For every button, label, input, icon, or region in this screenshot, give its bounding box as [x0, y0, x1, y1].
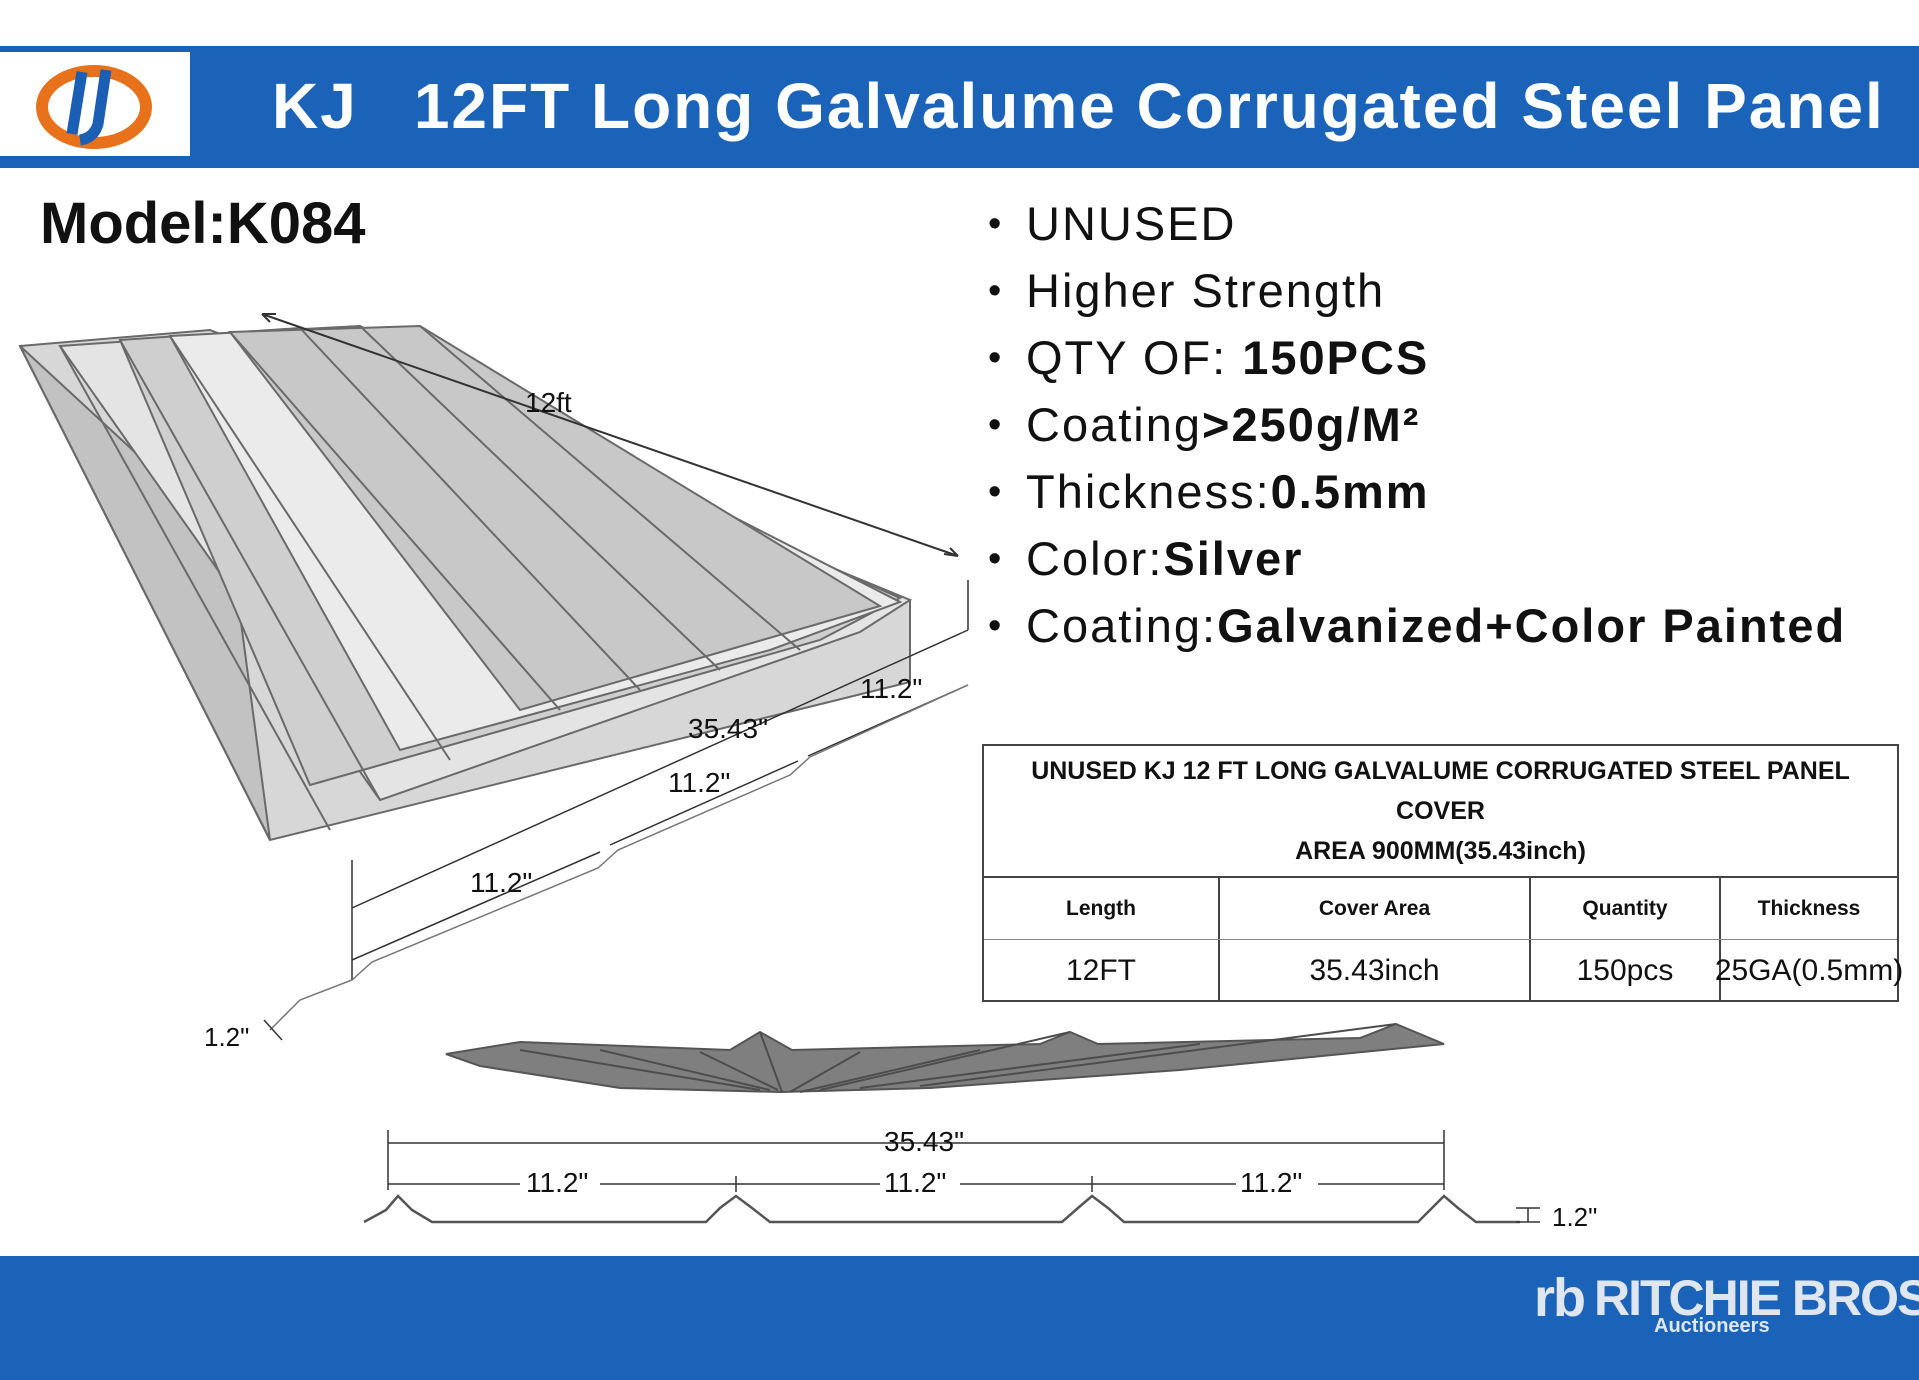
table-row: 12FT 35.43inch 150pcs 25GA(0.5mm): [984, 940, 1904, 1001]
feature-item: Coating>250g/M²: [988, 397, 1846, 464]
panel-3d-illustration: [18, 324, 913, 842]
footer-band: [0, 1256, 1919, 1380]
rib-spacing-label: 11.2": [1240, 1167, 1302, 1198]
feature-item: Higher Strength: [988, 263, 1846, 330]
model-number: Model:K084: [40, 191, 366, 256]
rib-spacing-label-3d: 11.2": [860, 673, 922, 704]
panel-drawing: 12ft 35.43" 11.2" 11.2" 11.2" 1.2": [18, 313, 1597, 1232]
rb-logo-subtitle: Auctioneers: [1654, 1315, 1770, 1337]
title-text: 12FT Long Galvalume Corrugated Steel Pan…: [413, 70, 1885, 142]
kj-logo-icon: [36, 65, 152, 149]
length-label: 12ft: [525, 387, 572, 418]
brand-name: KJ: [272, 70, 358, 142]
cell-thickness: 25GA(0.5mm): [1714, 953, 1904, 987]
cell-cover-area: 35.43inch: [1220, 940, 1531, 1001]
rib-height-label-3d: 1.2": [204, 1022, 249, 1052]
profile-dimensions: [363, 1130, 1540, 1224]
feature-item: Color:Silver: [988, 531, 1846, 598]
rb-mark-icon: rb: [1534, 1268, 1586, 1328]
kj-logo: [0, 52, 190, 156]
page-title: KJ 12FT Long Galvalume Corrugated Steel P…: [272, 56, 1885, 156]
header-thickness: Thickness: [1757, 896, 1861, 920]
rib-spacing-label: 11.2": [884, 1167, 946, 1198]
rb-logo-text: RITCHIE BROS.: [1594, 1270, 1919, 1326]
panel-end-view: [445, 1022, 1445, 1094]
feature-item: Coating:Galvanized+Color Painted: [988, 598, 1846, 665]
header-cover-area: Cover Area: [1220, 878, 1531, 939]
spec-table-caption: UNUSED KJ 12 FT LONG GALVALUME CORRUGATE…: [984, 746, 1897, 878]
cell-length: 12FT: [984, 940, 1220, 1001]
total-width-label-3d: 35.43": [688, 713, 768, 744]
table-header-row: Length Cover Area Quantity Thickness: [984, 878, 1897, 940]
header-band: [0, 46, 1919, 168]
feature-item: QTY OF: 150PCS: [988, 330, 1846, 397]
feature-item: Thickness:0.5mm: [988, 464, 1846, 531]
rib-spacing-label-3d: 11.2": [668, 767, 730, 798]
cell-quantity: 150pcs: [1531, 940, 1721, 1001]
spec-table: UNUSED KJ 12 FT LONG GALVALUME CORRUGATE…: [982, 744, 1904, 1002]
width-dimensions-3d: [263, 580, 969, 1041]
caption-line: UNUSED KJ 12 FT LONG GALVALUME CORRUGATE…: [1031, 757, 1850, 825]
feature-list: UNUSED Higher Strength QTY OF: 150PCS Co…: [988, 196, 1846, 665]
ritchie-bros-logo: rb RITCHIE BROS.: [1534, 1258, 1919, 1338]
rib-spacing-label: 11.2": [526, 1167, 588, 1198]
header-length: Length: [984, 878, 1220, 939]
rib-height-label: 1.2": [1552, 1202, 1597, 1232]
header-quantity: Quantity: [1531, 878, 1721, 939]
total-width-label: 35.43": [884, 1126, 964, 1157]
length-dimension: [261, 313, 959, 557]
feature-item: UNUSED: [988, 196, 1846, 263]
rib-spacing-label-3d: 11.2": [470, 867, 532, 898]
caption-line: AREA 900MM(35.43inch): [1295, 837, 1586, 865]
